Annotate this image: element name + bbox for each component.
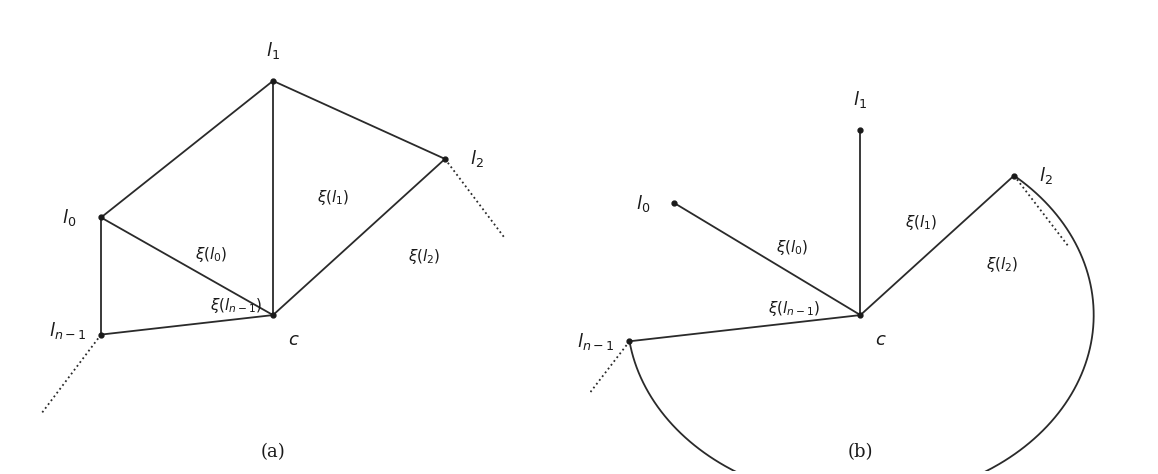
Text: $\xi(l_{n-1})$: $\xi(l_{n-1})$ bbox=[210, 296, 263, 315]
Text: $l_2$: $l_2$ bbox=[1039, 165, 1053, 186]
Text: $l_{n-1}$: $l_{n-1}$ bbox=[578, 331, 615, 352]
Text: $\xi(l_0)$: $\xi(l_0)$ bbox=[776, 238, 808, 257]
Text: $\xi(l_1)$: $\xi(l_1)$ bbox=[904, 213, 937, 232]
Text: $\xi(l_{n-1})$: $\xi(l_{n-1})$ bbox=[768, 299, 820, 318]
Text: $c$: $c$ bbox=[287, 331, 300, 349]
Text: $\xi(l_1)$: $\xi(l_1)$ bbox=[317, 189, 350, 208]
Text: $l_{n-1}$: $l_{n-1}$ bbox=[49, 320, 87, 341]
Text: $l_0$: $l_0$ bbox=[636, 192, 650, 214]
Text: $c$: $c$ bbox=[875, 331, 887, 349]
Text: (b): (b) bbox=[848, 443, 873, 461]
Text: $l_2$: $l_2$ bbox=[469, 148, 483, 169]
Text: $l_1$: $l_1$ bbox=[266, 40, 280, 61]
Text: $\xi(l_2)$: $\xi(l_2)$ bbox=[408, 247, 441, 266]
Text: $l_1$: $l_1$ bbox=[853, 89, 867, 110]
Text: $l_0$: $l_0$ bbox=[63, 207, 76, 228]
Text: $\xi(l_0)$: $\xi(l_0)$ bbox=[196, 245, 228, 264]
Text: $\xi(l_2)$: $\xi(l_2)$ bbox=[987, 255, 1019, 274]
Text: (a): (a) bbox=[261, 443, 285, 461]
